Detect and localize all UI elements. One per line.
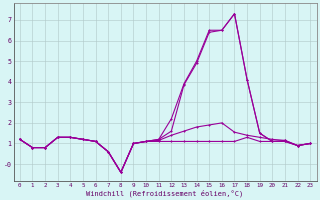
X-axis label: Windchill (Refroidissement éolien,°C): Windchill (Refroidissement éolien,°C): [86, 189, 244, 197]
